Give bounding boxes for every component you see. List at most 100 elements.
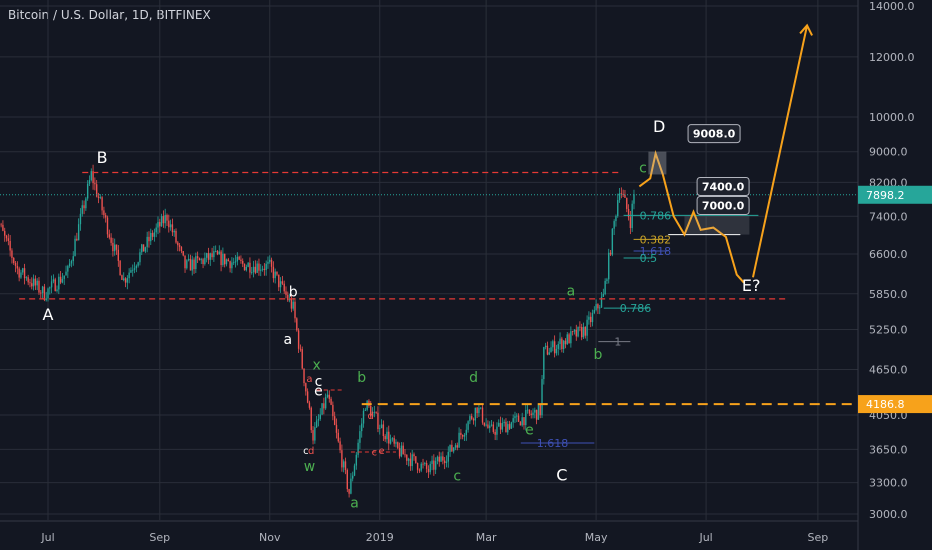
candle-body: [86, 183, 89, 199]
x-tick-label: Sep: [149, 531, 170, 544]
candle-body: [633, 194, 635, 204]
candle-body: [532, 412, 534, 416]
candle-body: [45, 298, 47, 301]
candle-body: [267, 261, 269, 264]
wave-label: c: [315, 374, 323, 390]
candle-body: [561, 338, 563, 350]
candle-body: [25, 277, 28, 279]
candle-body: [220, 251, 222, 266]
candle-body: [319, 414, 321, 419]
candle-body: [155, 227, 157, 233]
candle-body: [312, 430, 314, 441]
candle-body: [315, 420, 318, 428]
candle-body: [290, 298, 293, 309]
wave-label-small: c: [372, 448, 378, 459]
candle-body: [137, 262, 139, 266]
candle-body: [292, 301, 294, 309]
candle-body: [465, 429, 467, 435]
candle-body: [70, 261, 73, 264]
y-tick-label: 3650.0: [869, 443, 908, 456]
candle-body: [191, 259, 193, 271]
candle-body: [434, 461, 437, 470]
candle-body: [559, 338, 561, 345]
candle-body: [492, 424, 495, 432]
x-tick-label: Jul: [698, 531, 712, 544]
candle-body: [544, 345, 547, 348]
candle-body: [562, 340, 565, 350]
candle-body: [342, 461, 345, 468]
candle-body: [182, 251, 184, 256]
candle-body: [575, 329, 577, 337]
candle-body: [50, 281, 53, 288]
candle-body: [357, 442, 359, 455]
candle-body: [281, 281, 284, 284]
candle-body: [16, 265, 19, 269]
candle-body: [269, 259, 271, 262]
candle-body: [375, 411, 377, 413]
candle-body: [119, 260, 121, 276]
candle-body: [303, 368, 305, 384]
candle-body: [478, 407, 480, 414]
candle-body: [348, 489, 350, 494]
candle-body: [59, 276, 62, 283]
level-price-badge: [858, 395, 932, 414]
wave-label-small: d: [368, 411, 374, 422]
candle-body: [168, 220, 170, 228]
candle-body: [411, 454, 413, 467]
candle-body: [534, 409, 536, 413]
candle-body: [34, 278, 37, 286]
candle-body: [85, 198, 87, 209]
candle-body: [103, 210, 105, 216]
x-tick-label: Nov: [259, 531, 281, 544]
candle-body: [593, 310, 596, 313]
candle-body: [472, 418, 475, 421]
candle-body: [361, 423, 363, 432]
candle-body: [106, 217, 109, 235]
candle-body: [332, 404, 334, 417]
candle-body: [121, 275, 123, 280]
candle-body: [200, 259, 202, 261]
wave-label: D: [653, 117, 665, 136]
candle-body: [175, 230, 177, 243]
candle-body: [431, 460, 433, 464]
candle-body: [123, 278, 125, 280]
candle-body: [47, 288, 49, 299]
candle-body: [160, 216, 163, 227]
wave-label-small: a: [306, 374, 312, 385]
candle-body: [427, 468, 430, 473]
candle-body: [164, 215, 166, 224]
candle-body: [276, 271, 278, 275]
candle-body: [487, 424, 489, 428]
candle-body: [68, 263, 71, 267]
candle-body: [117, 249, 120, 261]
candle-body: [278, 274, 280, 288]
candle-body: [555, 348, 558, 354]
candle-body: [535, 409, 538, 420]
candle-body: [606, 279, 608, 281]
candle-body: [49, 287, 51, 289]
candle-body: [454, 445, 457, 448]
candle-body: [371, 412, 374, 417]
candle-body: [398, 448, 401, 457]
candle-body: [294, 301, 296, 319]
candle-body: [505, 421, 507, 433]
candle-body: [604, 280, 606, 295]
candle-body: [283, 283, 285, 292]
candle-body: [187, 258, 190, 261]
candle-body: [83, 205, 85, 209]
candle-body: [328, 394, 330, 399]
candle-body: [296, 318, 298, 331]
candle-body: [611, 228, 614, 255]
candle-body: [227, 259, 229, 262]
y-tick-label: 3000.0: [869, 508, 908, 521]
y-tick-label: 6600.0: [869, 248, 908, 261]
fib-level-label: 0.382: [640, 233, 672, 246]
wave-label-small: d: [308, 446, 314, 457]
candle-body: [260, 269, 262, 271]
candle-body: [570, 331, 572, 344]
y-tick-label: 12000.0: [869, 51, 915, 64]
candle-body: [265, 263, 267, 270]
candle-body: [418, 469, 421, 471]
